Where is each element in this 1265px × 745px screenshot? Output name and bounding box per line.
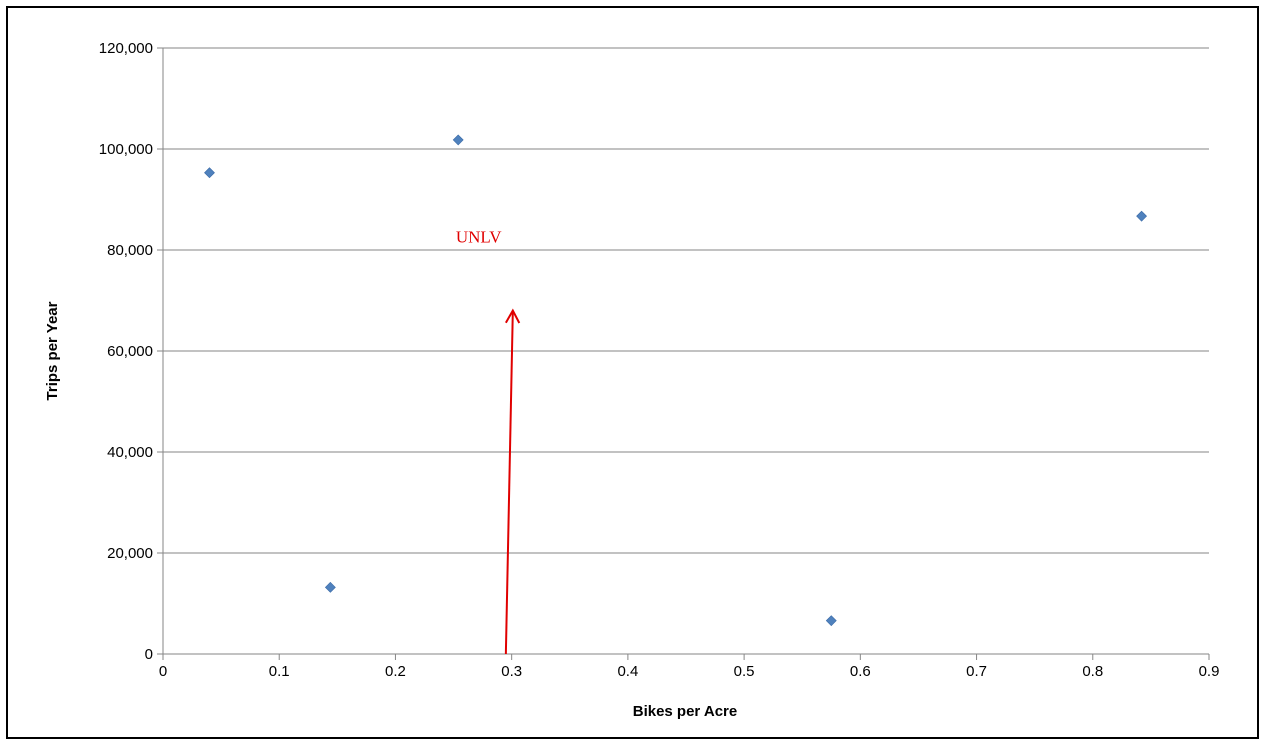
y-tick-label: 20,000 [107, 545, 153, 562]
x-tick-label: 0.5 [734, 663, 755, 680]
x-tick-label: 0.8 [1082, 663, 1103, 680]
y-axis-title: Trips per Year [44, 301, 61, 400]
data-point [1136, 210, 1148, 222]
chart-frame [6, 6, 1259, 739]
x-tick-label: 0.3 [501, 663, 522, 680]
data-point [825, 615, 837, 627]
data-point [204, 167, 215, 179]
y-tick-labels: 0 20,000 40,000 60,000 80,000 100,000 120,000 [99, 40, 153, 663]
x-tick-label: 0 [159, 663, 167, 680]
data-point [324, 581, 336, 593]
y-tick-label: 0 [145, 646, 153, 663]
x-tick-labels: 0 0.1 0.2 0.3 0.4 0.5 0.6 0.7 0.8 0.9 [159, 663, 1220, 680]
annotation-label: UNLV [456, 227, 502, 246]
x-axis-title: Bikes per Acre [633, 703, 738, 720]
data-points [204, 134, 1148, 627]
gridlines [163, 47, 1209, 554]
x-tick-label: 0.6 [850, 663, 871, 680]
y-tick-label: 120,000 [99, 40, 153, 57]
x-tick-label: 0.1 [269, 663, 290, 680]
y-tick-label: 80,000 [107, 242, 153, 259]
x-tick-label: 0.2 [385, 663, 406, 680]
y-tick-label: 60,000 [107, 343, 153, 360]
x-tick-label: 0.4 [617, 663, 638, 680]
y-tick-label: 40,000 [107, 444, 153, 461]
annotation-arrow-shaft [504, 310, 514, 655]
annotation-arrow-head [505, 308, 521, 324]
x-tick-label: 0.9 [1199, 663, 1220, 680]
data-point [452, 134, 464, 146]
annotations: UNLV [456, 227, 521, 655]
x-tick-label: 0.7 [966, 663, 987, 680]
axes [157, 47, 1210, 660]
y-tick-label: 100,000 [99, 141, 153, 158]
